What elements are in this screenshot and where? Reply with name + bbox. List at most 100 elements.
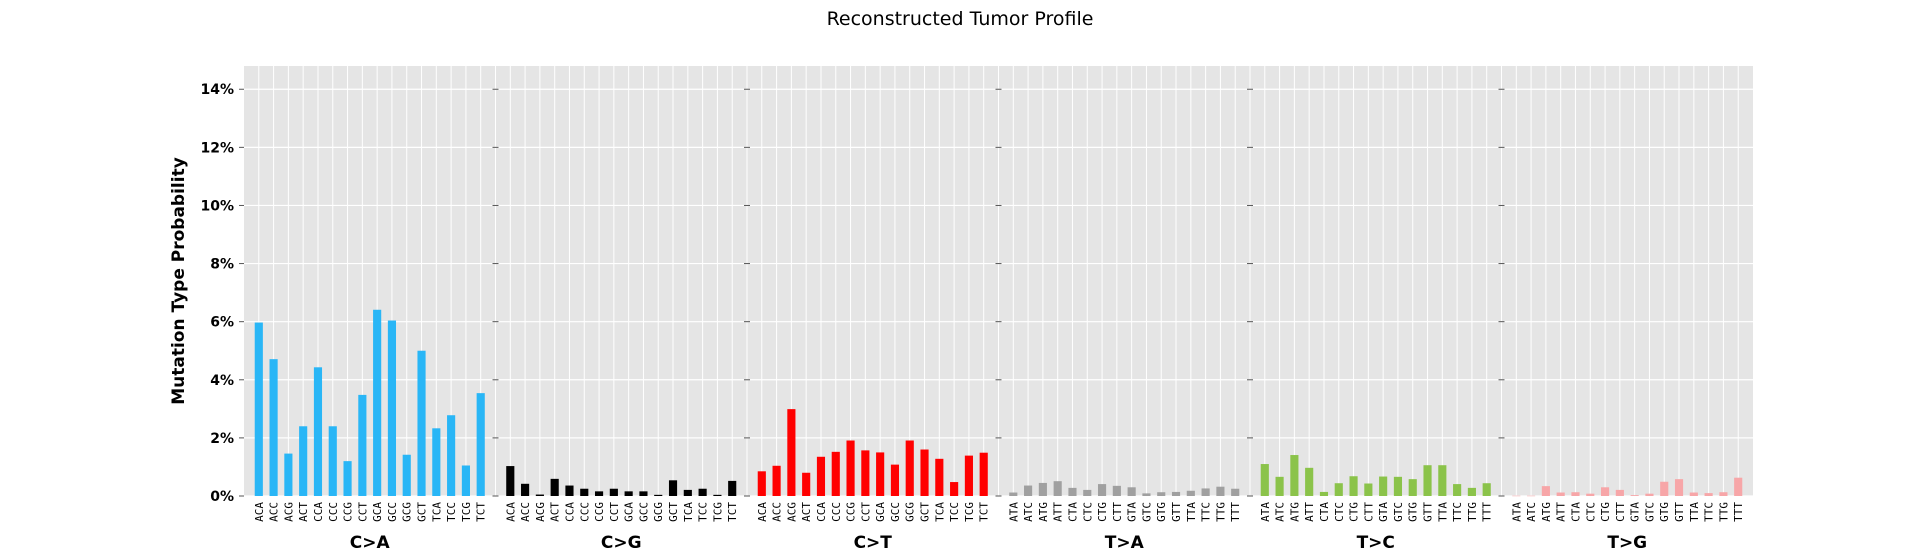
x-tick-label: ACC [771, 502, 784, 522]
x-tick-label: GTG [1155, 502, 1168, 522]
bar-C-A-TCA [432, 428, 441, 496]
x-tick-label: CCC [578, 502, 591, 522]
bar-C-A-CCC [328, 426, 337, 496]
x-tick-label: CTG [1348, 502, 1361, 522]
x-tick-label: GCA [371, 502, 384, 522]
x-tick-label: ACA [253, 502, 266, 522]
x-tick-label: CCT [859, 502, 872, 522]
y-tick-label: 8% [210, 257, 234, 273]
bar-C-T-TCC [950, 482, 959, 496]
x-tick-label: ACC [519, 502, 532, 522]
bar-T-A-GTA [1127, 487, 1136, 496]
x-tick-label: CCA [312, 502, 325, 522]
bar-T-A-CTT [1112, 485, 1121, 496]
x-tick-label: ATC [1274, 502, 1287, 522]
bar-T-G-CTT [1615, 489, 1624, 496]
x-tick-label: ACT [549, 502, 562, 522]
bar-T-C-GTT [1423, 465, 1432, 496]
x-tick-label: CTT [1614, 502, 1627, 522]
bar-C-T-GCG [905, 440, 914, 496]
bar-T-A-GTT [1171, 491, 1181, 496]
bar-T-C-CTT [1364, 483, 1373, 496]
x-tick-label: GCG [652, 502, 665, 522]
bar-T-G-TTA [1689, 492, 1698, 496]
group-label: C>T [854, 533, 893, 550]
x-tick-label: GTA [1377, 502, 1390, 522]
bar-C-A-GCG [402, 454, 411, 496]
bar-T-G-GTA [1630, 495, 1639, 496]
bar-T-G-GTG [1660, 481, 1669, 496]
bar-T-A-TTC [1201, 488, 1210, 496]
x-tick-label: ATT [1052, 502, 1065, 522]
chart-title: Reconstructed Tumor Profile [826, 8, 1094, 30]
bar-C-T-ACA [757, 471, 766, 496]
x-tick-label: TTA [1688, 502, 1701, 522]
bar-C-T-GCC [890, 464, 900, 496]
x-tick-label: GCT [919, 502, 932, 522]
x-tick-label: TCT [475, 502, 488, 522]
x-tick-label: ATG [1288, 502, 1301, 522]
bar-C-G-CCT [609, 488, 618, 496]
x-tick-label: TCC [697, 502, 710, 522]
bar-T-A-GTC [1142, 493, 1151, 496]
x-tick-label: CCA [563, 502, 576, 522]
x-tick-label: TTG [1717, 502, 1730, 522]
x-tick-label: ATA [1007, 502, 1020, 522]
bar-C-A-GCT [417, 350, 426, 496]
x-tick-label: TCC [948, 502, 961, 522]
x-tick-label: TTA [1436, 502, 1449, 522]
bar-T-C-TTT [1482, 483, 1491, 496]
x-tick-label: ACT [297, 502, 310, 522]
x-tick-label: ACG [534, 502, 547, 522]
bar-C-G-TCA [683, 489, 692, 496]
y-axis-label: Mutation Type Probability [169, 157, 189, 405]
group-label: T>A [1105, 533, 1145, 550]
bar-C-G-GCT [668, 480, 678, 496]
bar-C-A-TCC [447, 415, 456, 496]
bar-C-T-CCT [861, 450, 870, 496]
x-tick-label: CCC [830, 502, 843, 522]
x-tick-label: ACG [282, 502, 295, 522]
x-tick-label: TCA [682, 502, 695, 522]
y-tick-label: 2% [210, 431, 234, 447]
bar-C-T-TCA [935, 458, 944, 496]
x-tick-label: GCA [874, 502, 887, 522]
bar-C-T-CCC [831, 451, 840, 496]
x-tick-label: CCG [593, 502, 606, 522]
bar-C-G-GCC [639, 491, 648, 496]
y-tick-label: 10% [200, 198, 234, 214]
x-tick-label: GTT [1422, 502, 1435, 522]
bar-T-G-CTC [1586, 493, 1595, 496]
bar-C-T-ACT [802, 472, 811, 496]
bar-T-G-TTT [1734, 477, 1743, 496]
x-tick-label: CCA [815, 502, 828, 522]
x-tick-label: TCG [460, 502, 473, 522]
x-tick-label: ATG [1540, 502, 1553, 522]
bar-C-G-TCC [698, 488, 707, 496]
x-tick-label: TTC [1451, 502, 1464, 522]
x-tick-label: CCT [356, 502, 369, 522]
bar-T-C-ATT [1305, 467, 1314, 496]
x-tick-label: TTT [1481, 502, 1494, 522]
x-tick-label: GTA [1629, 502, 1642, 522]
x-tick-label: GTT [1170, 502, 1183, 522]
bar-T-G-GTT [1674, 479, 1684, 496]
x-tick-label: TTT [1732, 502, 1745, 522]
x-tick-label: TTA [1185, 502, 1198, 522]
bar-T-C-ATA [1260, 464, 1269, 496]
bar-T-A-CTG [1097, 484, 1107, 496]
bar-T-A-CTA [1068, 487, 1077, 496]
bar-T-C-TTA [1438, 465, 1447, 496]
bar-T-C-GTA [1379, 476, 1388, 496]
group-label: T>G [1607, 533, 1647, 550]
y-tick-label: 6% [210, 315, 234, 331]
x-tick-label: GTT [1673, 502, 1686, 522]
y-tick-label: 4% [210, 373, 234, 389]
bar-C-G-ACG [535, 494, 544, 496]
x-tick-label: ACT [800, 502, 813, 522]
x-tick-label: TTG [1214, 502, 1227, 522]
bar-C-G-TCT [728, 480, 737, 496]
x-tick-label: ATG [1037, 502, 1050, 522]
x-tick-label: TCG [711, 502, 724, 522]
x-tick-label: TCG [963, 502, 976, 522]
